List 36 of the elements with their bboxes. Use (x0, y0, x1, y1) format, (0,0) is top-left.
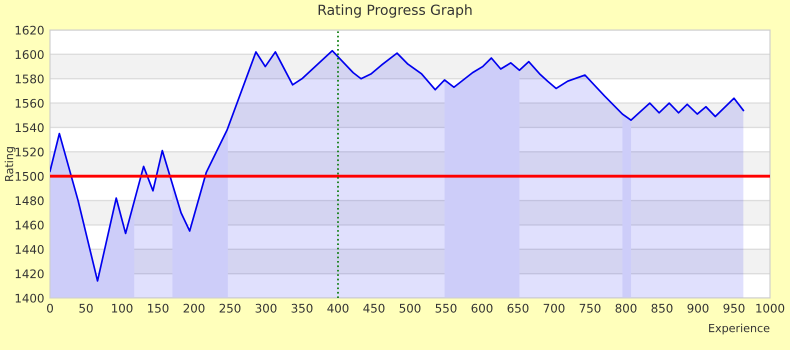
x-tick-label: 200 (184, 304, 204, 313)
x-tick-label: 750 (580, 304, 600, 313)
y-axis-title: Rating (4, 147, 16, 181)
y-tick-label: 1500 (16, 172, 44, 181)
x-tick-label: 550 (436, 304, 456, 313)
y-tick-label: 1420 (16, 269, 44, 278)
y-tick-label: 1580 (16, 74, 44, 84)
y-tick-label: 1400 (16, 294, 44, 303)
chart-title: Rating Progress Graph (318, 4, 472, 18)
x-tick-label: 700 (544, 304, 564, 313)
x-tick-label: 100 (112, 304, 132, 313)
y-tick-label: 1440 (16, 244, 44, 254)
x-tick-label: 350 (292, 304, 312, 313)
x-tick-label: 600 (472, 304, 492, 313)
y-tick-label: 1620 (16, 26, 44, 35)
x-tick-label: 950 (723, 304, 744, 313)
x-tick-label: 250 (220, 304, 240, 313)
x-tick-label: 1000 (756, 304, 784, 313)
y-tick-label: 1480 (16, 196, 44, 206)
x-tick-label: 50 (79, 304, 93, 313)
y-tick-label: 1520 (16, 148, 44, 156)
y-tick-label: 1460 (16, 220, 44, 230)
x-tick-label: 500 (400, 304, 420, 313)
x-tick-label: 900 (687, 304, 708, 313)
x-tick-label: 650 (508, 304, 528, 313)
y-tick-label: 1560 (16, 98, 44, 108)
x-tick-label: 800 (616, 304, 636, 313)
x-tick-label: 450 (363, 304, 384, 313)
x-tick-label: 400 (327, 304, 348, 313)
x-tick-label: 300 (256, 304, 276, 313)
x-tick-label: 150 (148, 304, 168, 313)
y-tick-label: 1540 (16, 123, 44, 132)
y-tick-label: 1600 (16, 50, 44, 60)
x-tick-label: 850 (652, 304, 672, 313)
x-axis-title: Experience (709, 324, 770, 334)
x-tick-label: 0 (47, 304, 53, 313)
